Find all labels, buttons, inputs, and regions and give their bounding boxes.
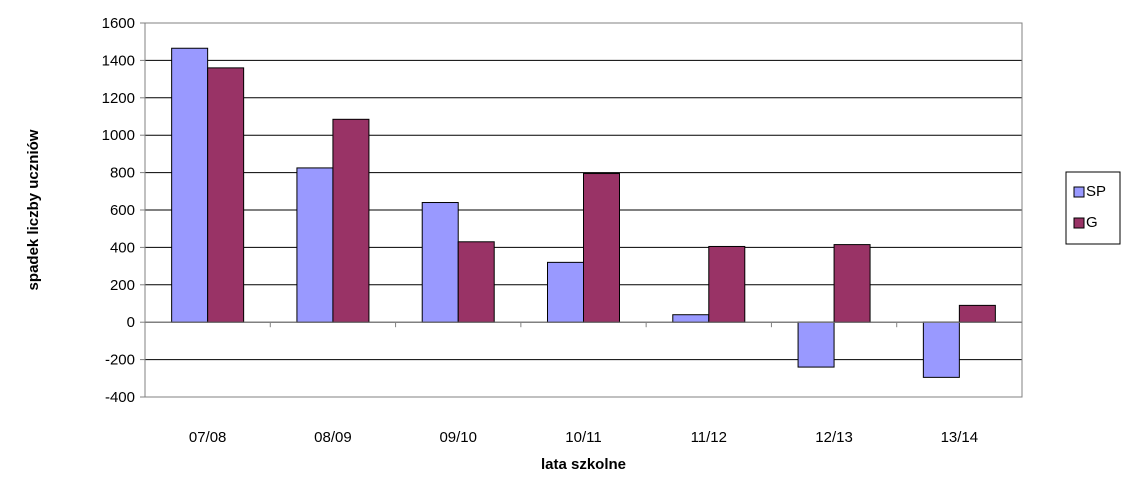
y-tick-label: 0 [127, 314, 135, 331]
y-tick-label: 200 [110, 277, 135, 294]
legend-box [1065, 171, 1121, 245]
bars [171, 47, 996, 378]
y-tick-label: -400 [105, 389, 135, 406]
legend-swatch-g [1073, 217, 1085, 229]
y-tick-label: 1200 [102, 90, 135, 107]
bar-sp [171, 47, 209, 323]
legend-label-g: G [1086, 214, 1098, 231]
y-tick-label: 600 [110, 202, 135, 219]
x-tick-label: 11/12 [691, 429, 727, 446]
bar-g [708, 245, 746, 323]
x-tick-label: 08/09 [314, 429, 352, 446]
x-tick-label: 12/13 [815, 429, 853, 446]
axes: -400 -200 0 200 400 600 800 1000 1200 1400 1600 07/… [102, 15, 1023, 446]
bar-sp [547, 261, 584, 323]
legend-swatch-sp [1073, 186, 1085, 198]
y-tick-label: 1000 [102, 127, 135, 144]
bar-sp [672, 314, 710, 323]
y-tick-label: 1400 [102, 52, 135, 69]
legend-label-sp: SP [1086, 183, 1106, 200]
bar-g [833, 244, 871, 323]
y-tick-label: 1600 [102, 15, 135, 32]
bar-g [207, 67, 245, 323]
bar-sp [922, 321, 960, 378]
x-axis-title: lata szkolne [541, 456, 626, 472]
x-tick-label: 09/10 [439, 429, 477, 446]
bar-g [332, 118, 370, 323]
legend: SP G [1065, 171, 1121, 245]
bar-g [958, 304, 996, 323]
bar-sp [421, 202, 459, 323]
y-tick-label: -200 [105, 352, 135, 369]
bar-g [457, 241, 495, 323]
x-tick-label: 10/11 [565, 429, 601, 446]
y-tick-label: 800 [110, 165, 135, 182]
x-tick-label: 13/14 [941, 429, 979, 446]
bar-g [583, 173, 620, 323]
x-tick-label: 07/08 [189, 429, 227, 446]
bar-sp [296, 167, 334, 323]
bar-sp [797, 321, 835, 368]
y-tick-label: 400 [110, 239, 135, 256]
y-axis-title: spadek liczby uczniów [25, 129, 42, 290]
